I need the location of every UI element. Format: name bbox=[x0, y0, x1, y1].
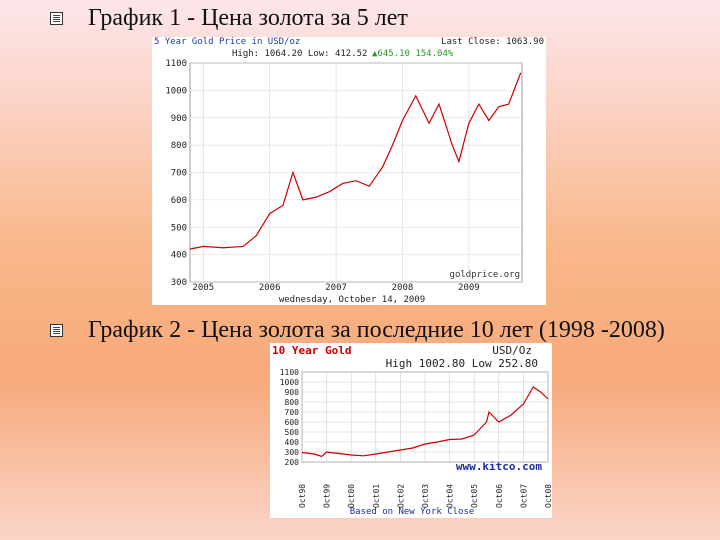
y-tick-label: 700 bbox=[285, 408, 300, 417]
y-tick-label: 400 bbox=[171, 251, 187, 261]
y-tick-label: 500 bbox=[285, 428, 300, 437]
x-tick-label: Oct03 bbox=[421, 484, 430, 508]
x-tick-label: Oct07 bbox=[519, 484, 528, 508]
y-tick-label: 600 bbox=[171, 196, 187, 206]
watermark: goldprice.org bbox=[450, 270, 520, 280]
date: wednesday, October 14, 2009 bbox=[279, 295, 425, 305]
bullet-icon bbox=[50, 12, 63, 25]
y-tick-label: 300 bbox=[285, 448, 300, 457]
high-low: High 1002.80 Low 252.80 bbox=[386, 357, 538, 370]
x-tick-label: Oct04 bbox=[446, 484, 455, 508]
change: ▲645.10 154.04% bbox=[372, 49, 454, 59]
x-tick-label: 2006 bbox=[259, 283, 281, 293]
watermark: www.kitco.com bbox=[456, 460, 542, 473]
y-tick-label: 700 bbox=[171, 169, 187, 179]
y-tick-label: 200 bbox=[285, 458, 300, 467]
note: Based on New York Close bbox=[350, 507, 475, 517]
bullet-text: График 1 - Цена золота за 5 лет bbox=[88, 5, 408, 31]
high-low: High: 1064.20 Low: 412.52 bbox=[232, 49, 367, 59]
x-tick-label: 2008 bbox=[392, 283, 414, 293]
y-tick-label: 1100 bbox=[280, 368, 299, 377]
x-tick-label: Oct05 bbox=[470, 484, 479, 508]
x-tick-label: Oct02 bbox=[396, 484, 405, 508]
y-tick-label: 900 bbox=[285, 388, 300, 397]
x-tick-label: Oct08 bbox=[544, 484, 552, 508]
x-tick-label: Oct01 bbox=[372, 484, 381, 508]
x-tick-label: Oct00 bbox=[347, 484, 356, 508]
chart: 10 Year Gold USD/Oz High 1002.80 Low 252… bbox=[270, 343, 552, 518]
x-tick-label: Oct06 bbox=[495, 484, 504, 508]
x-tick-label: 2009 bbox=[458, 283, 480, 293]
x-tick-label: 2007 bbox=[325, 283, 347, 293]
y-tick-label: 800 bbox=[171, 141, 187, 151]
line bbox=[189, 72, 522, 250]
chart-title: 5 Year Gold Price in USD/oz bbox=[154, 37, 300, 47]
last-close: Last Close: 1063.90 bbox=[441, 37, 544, 47]
x-tick-label: 2005 bbox=[192, 283, 214, 293]
y-tick-label: 1000 bbox=[165, 86, 187, 96]
x-tick-label: Oct98 bbox=[298, 484, 307, 508]
y-tick-label: 500 bbox=[171, 223, 187, 233]
x-tick-label: Oct99 bbox=[323, 484, 332, 508]
line bbox=[301, 386, 549, 458]
bullet-text: График 2 - Цена золота за последние 10 л… bbox=[88, 317, 665, 343]
y-tick-label: 600 bbox=[285, 418, 300, 427]
y-tick-label: 1100 bbox=[165, 59, 187, 69]
chart-title: 10 Year Gold bbox=[272, 344, 351, 357]
y-tick-label: 1000 bbox=[280, 378, 299, 387]
unit: USD/Oz bbox=[492, 344, 532, 357]
y-tick-label: 900 bbox=[171, 114, 187, 124]
chart-bg bbox=[152, 37, 546, 305]
y-tick-label: 300 bbox=[171, 278, 187, 288]
y-tick-label: 800 bbox=[285, 398, 300, 407]
chart: 5 Year Gold Price in USD/oz Last Close: … bbox=[152, 37, 546, 305]
bullet-icon bbox=[50, 324, 63, 337]
y-tick-label: 400 bbox=[285, 438, 300, 447]
